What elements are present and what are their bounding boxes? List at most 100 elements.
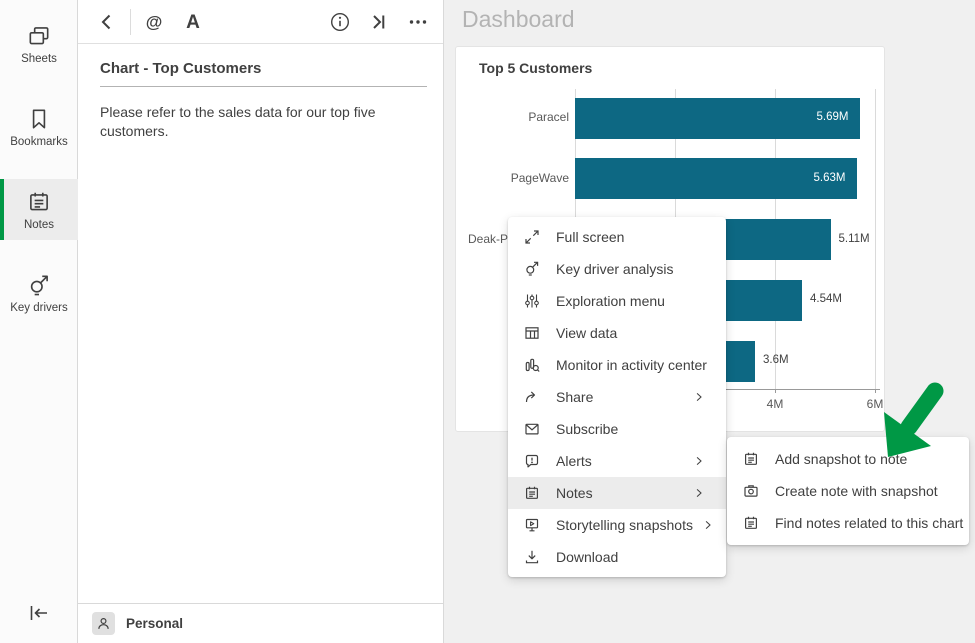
- menu-item-alerts[interactable]: Alerts: [508, 445, 726, 477]
- person-icon: [95, 615, 112, 632]
- notes-icon: [26, 189, 52, 215]
- sidebar-item-key-drivers[interactable]: Key drivers: [0, 262, 78, 323]
- monitor-search-icon: [524, 357, 540, 373]
- more-options-button[interactable]: [402, 6, 434, 38]
- bar-category-label: PageWave: [510, 170, 569, 185]
- bar[interactable]: [575, 97, 860, 139]
- menu-item-find-notes-related-to-this-chart[interactable]: Find notes related to this chart: [727, 507, 969, 539]
- x-axis-tick-label: 4M: [766, 397, 784, 411]
- menu-item-notes[interactable]: Notes: [508, 477, 726, 509]
- svg-text:A: A: [186, 12, 200, 33]
- sidebar-items: Sheets Bookmarks Notes Key drivers: [0, 0, 78, 323]
- x-axis-tick-label: 6M: [866, 397, 884, 411]
- chevron-right-icon: [692, 486, 706, 500]
- left-sidebar: Sheets Bookmarks Notes Key drivers: [0, 0, 78, 643]
- key-driver-icon: [524, 261, 540, 277]
- menu-item-download[interactable]: Download: [508, 541, 726, 573]
- sidebar-item-bookmarks[interactable]: Bookmarks: [0, 96, 78, 157]
- page-title: Dashboard: [462, 6, 575, 32]
- personal-avatar: [92, 612, 115, 635]
- mention-icon: @: [142, 10, 166, 34]
- menu-item-label: Alerts: [556, 453, 592, 469]
- chevron-left-icon: [95, 10, 119, 34]
- envelope-icon: [524, 421, 540, 437]
- bar-value-label: 3.6M: [763, 354, 789, 366]
- collapse-sidebar-button[interactable]: [24, 600, 54, 626]
- menu-item-view-data[interactable]: View data: [508, 317, 726, 349]
- menu-item-label: Create note with snapshot: [775, 483, 938, 499]
- key-drivers-icon: [26, 272, 52, 298]
- x-axis-tick: [875, 389, 876, 393]
- notes-submenu: Add snapshot to note Create note with sna…: [727, 437, 969, 545]
- gridline: [875, 89, 876, 389]
- note-content: Chart - Top Customers Please refer to th…: [100, 60, 427, 141]
- sidebar-item-notes[interactable]: Notes: [0, 179, 78, 240]
- menu-item-exploration-menu[interactable]: Exploration menu: [508, 285, 726, 317]
- info-button[interactable]: [324, 6, 356, 38]
- mention-button[interactable]: @: [138, 6, 170, 38]
- menu-item-storytelling-snapshots[interactable]: Storytelling snapshots: [508, 509, 726, 541]
- menu-item-full-screen[interactable]: Full screen: [508, 221, 726, 253]
- bar-value-label: 4.54M: [810, 293, 842, 306]
- notepad-icon: [743, 515, 759, 531]
- sliders-icon: [524, 293, 540, 309]
- expand-panel-button[interactable]: [363, 6, 395, 38]
- menu-item-label: Exploration menu: [556, 293, 665, 309]
- notepad-icon: [743, 451, 759, 467]
- notes-panel: @ A Chart - Top Customers Please refer to…: [78, 0, 444, 643]
- note-body[interactable]: Please refer to the sales data for our t…: [100, 104, 376, 139]
- chevron-right-icon: [701, 518, 715, 532]
- menu-item-label: Monitor in activity center: [556, 357, 707, 373]
- menu-item-label: Storytelling snapshots: [556, 517, 693, 533]
- back-button[interactable]: [91, 6, 123, 38]
- menu-item-subscribe[interactable]: Subscribe: [508, 413, 726, 445]
- alert-bubble-icon: [524, 453, 540, 469]
- more-icon: [406, 10, 430, 34]
- notes-section-label: Personal: [126, 616, 184, 631]
- menu-item-label: Key driver analysis: [556, 261, 674, 277]
- menu-item-add-snapshot-to-note[interactable]: Add snapshot to note: [727, 443, 969, 475]
- menu-item-label: Download: [556, 549, 619, 565]
- sidebar-item-sheets[interactable]: Sheets: [0, 13, 78, 74]
- bar[interactable]: [575, 158, 857, 200]
- svg-text:@: @: [146, 12, 163, 31]
- x-axis-tick: [775, 389, 776, 393]
- bar-value-label: 5.11M: [838, 232, 870, 245]
- note-title[interactable]: Chart - Top Customers: [100, 60, 427, 87]
- chart-context-menu: Full screen Key driver analysis Exploratio…: [508, 217, 726, 577]
- notes-toolbar: @ A: [78, 0, 443, 44]
- share-icon: [524, 389, 540, 405]
- menu-item-create-note-with-snapshot[interactable]: Create note with snapshot: [727, 475, 969, 507]
- bar-value-label: 5.69M: [816, 111, 849, 123]
- sidebar-item-label: Sheets: [21, 53, 57, 65]
- x-axis-line: [575, 389, 880, 390]
- bookmark-icon: [26, 106, 52, 132]
- notes-footer[interactable]: Personal: [78, 603, 443, 643]
- sidebar-item-label: Key drivers: [10, 302, 68, 314]
- collapse-left-icon: [27, 601, 51, 625]
- sheets-icon: [26, 23, 52, 49]
- table-icon: [524, 325, 540, 341]
- skip-end-icon: [367, 10, 391, 34]
- toolbar-divider: [130, 8, 131, 35]
- menu-item-label: Find notes related to this chart: [775, 515, 964, 531]
- format-text-button[interactable]: A: [177, 6, 209, 38]
- camera-icon: [743, 483, 759, 499]
- notepad-icon: [524, 485, 540, 501]
- menu-item-key-driver-analysis[interactable]: Key driver analysis: [508, 253, 726, 285]
- menu-item-label: Full screen: [556, 229, 625, 245]
- chart-title: Top 5 Customers: [479, 60, 593, 76]
- full-screen-icon: [524, 229, 540, 245]
- download-icon: [524, 549, 540, 565]
- info-icon: [328, 10, 352, 34]
- bar-category-label: Paracel: [528, 110, 569, 124]
- menu-item-share[interactable]: Share: [508, 381, 726, 413]
- menu-item-monitor-in-activity-center[interactable]: Monitor in activity center: [508, 349, 726, 381]
- bar-value-label: 5.63M: [813, 171, 846, 184]
- menu-item-label: Notes: [556, 485, 593, 501]
- menu-item-label: Share: [556, 389, 594, 405]
- sidebar-item-label: Bookmarks: [10, 136, 68, 148]
- format-text-icon: A: [181, 10, 205, 34]
- sidebar-item-label: Notes: [23, 219, 55, 231]
- chevron-right-icon: [692, 454, 706, 468]
